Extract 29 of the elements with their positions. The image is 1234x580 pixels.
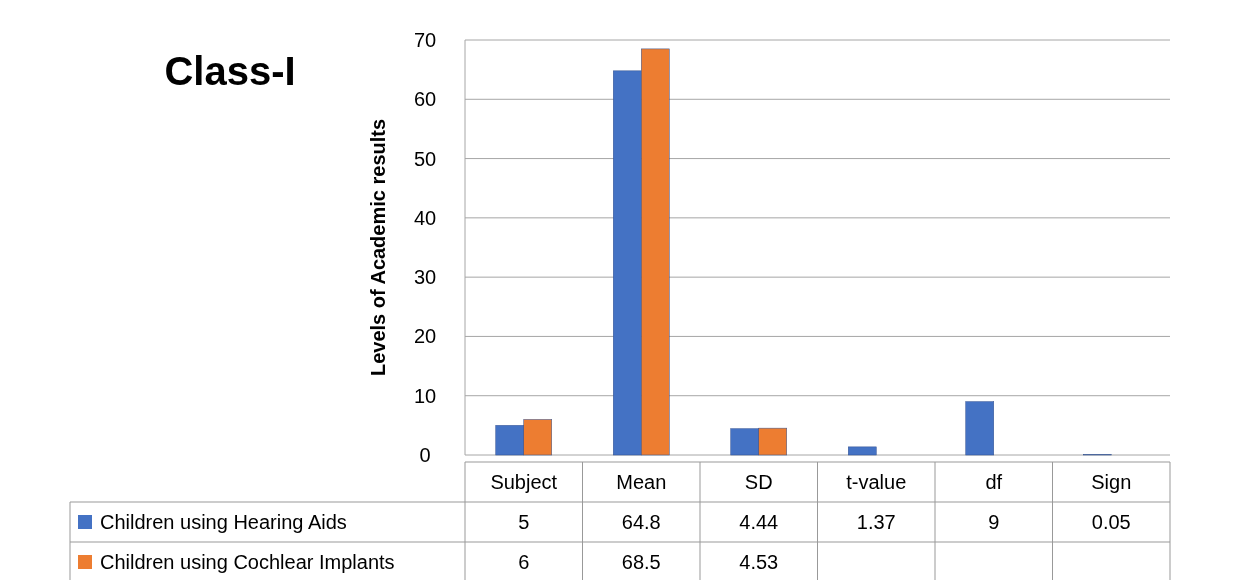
y-tick-label: 0	[419, 444, 431, 466]
x-tick-label: SD	[744, 471, 773, 493]
y-tick-label: 70	[413, 29, 437, 51]
chart-title: Class-I	[164, 49, 296, 93]
data-label: 64.8	[621, 511, 661, 533]
data-label: 1.37	[856, 511, 896, 533]
x-tick-label: Mean	[616, 471, 667, 493]
data-label: 9	[988, 511, 1000, 533]
data-label: 68.5	[621, 551, 661, 573]
bar	[848, 446, 877, 456]
bar	[965, 401, 994, 456]
legend-label: Children using Hearing Aids	[100, 511, 347, 533]
data-label: 4.53	[739, 551, 779, 573]
y-tick-label: 60	[413, 88, 437, 111]
x-tick-label: Subject	[490, 471, 558, 493]
data-label: 6	[518, 551, 530, 573]
x-tick-label: df	[985, 471, 1003, 493]
legend-label: Children using Cochlear Implants	[100, 551, 395, 573]
data-label: 4.44	[739, 511, 779, 533]
x-tick-label: t-value	[846, 471, 907, 493]
y-tick-label: 20	[413, 325, 437, 348]
y-tick-label: 40	[413, 206, 437, 229]
y-tick-label: 30	[413, 266, 437, 289]
data-label: 0.05	[1091, 511, 1131, 533]
x-tick-label: Sign	[1091, 471, 1132, 493]
y-tick-label: 10	[413, 384, 437, 407]
y-tick-label: 50	[413, 147, 437, 170]
data-label: 5	[518, 511, 530, 533]
y-axis-title: Levels of Academic results	[367, 118, 389, 377]
